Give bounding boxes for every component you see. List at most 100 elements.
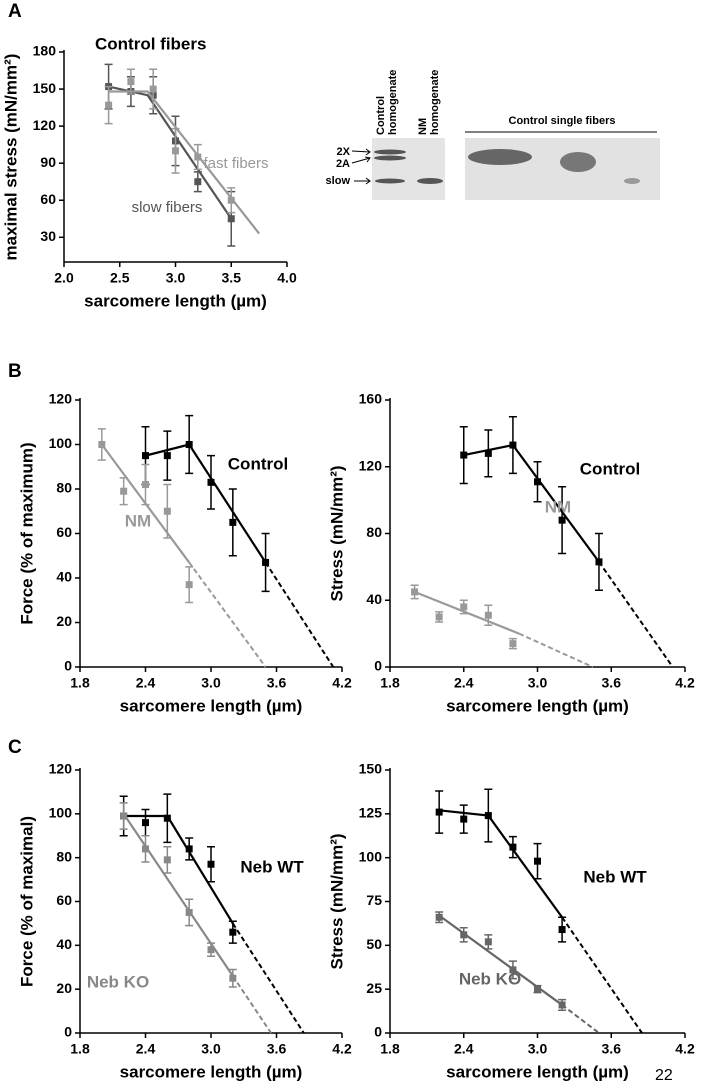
- panel-label: C: [8, 737, 22, 758]
- fit-line: [108, 85, 233, 220]
- y-tick-label: 0: [64, 1024, 72, 1040]
- data-point: [98, 441, 106, 448]
- x-tick-label: 3.0: [528, 1041, 548, 1057]
- data-point: [509, 441, 517, 449]
- fit-line: [438, 914, 563, 1006]
- series-label: Neb KO: [87, 972, 149, 991]
- data-point: [120, 812, 128, 820]
- band: [624, 178, 640, 184]
- data-point: [534, 985, 541, 993]
- x-tick-label: 1.8: [380, 1041, 400, 1057]
- x-tick-label: 4.2: [675, 1041, 695, 1057]
- data-point: [163, 814, 171, 822]
- data-point: [484, 611, 492, 619]
- band: [417, 178, 443, 184]
- y-axis-label: Stress (mN/mm²): [327, 833, 346, 969]
- x-tick-label: 2.4: [454, 1041, 474, 1057]
- y-tick-label: 40: [56, 569, 72, 585]
- x-tick-label: 2.4: [454, 675, 474, 691]
- y-tick-label: 90: [40, 154, 56, 170]
- data-point: [163, 507, 171, 515]
- data-point: [411, 588, 419, 596]
- x-tick-label: 3.0: [201, 675, 221, 691]
- y-tick-label: 20: [56, 613, 72, 629]
- y-tick-label: 120: [359, 457, 383, 473]
- panel-label: A: [8, 1, 22, 22]
- data-point: [185, 845, 193, 853]
- data-point: [558, 1001, 566, 1009]
- extrapolation-line: [188, 561, 267, 668]
- data-point: [534, 857, 541, 865]
- x-tick-label: 3.0: [201, 1041, 221, 1057]
- y-axis-label: Stress (mN/mm²): [327, 465, 346, 601]
- y-tick-label: 100: [49, 805, 73, 821]
- lane-label: homogenate: [429, 70, 441, 135]
- y-tick-label: 60: [56, 892, 72, 908]
- series-label: Neb WT: [240, 857, 304, 876]
- y-tick-label: 80: [56, 480, 72, 496]
- fit-line: [108, 90, 260, 235]
- data-point: [484, 938, 492, 946]
- data-point: [194, 153, 202, 161]
- y-tick-label: 20: [56, 980, 72, 996]
- data-point: [509, 966, 517, 974]
- x-tick-label: 4.0: [277, 270, 297, 286]
- data-point: [142, 452, 149, 460]
- x-tick-label: 1.8: [380, 675, 400, 691]
- fit-line: [414, 590, 520, 635]
- x-tick-label: 3.0: [166, 270, 186, 286]
- fit-line: [122, 813, 234, 977]
- data-point: [460, 603, 468, 611]
- y-tick-label: 180: [33, 43, 57, 59]
- data-point: [227, 196, 235, 204]
- band: [375, 178, 405, 184]
- y-tick-label: 60: [40, 191, 56, 207]
- x-tick-label: 3.5: [222, 270, 242, 286]
- data-point: [207, 860, 215, 868]
- series-label: Control: [228, 454, 288, 473]
- x-tick-label: 2.5: [110, 270, 130, 286]
- y-tick-label: 125: [359, 805, 383, 821]
- x-tick-label: 3.6: [602, 1041, 622, 1057]
- data-point: [163, 452, 171, 460]
- fit-line: [439, 809, 563, 918]
- x-tick-label: 3.0: [528, 675, 548, 691]
- band-label: slow: [326, 175, 351, 187]
- fit-line: [123, 814, 234, 924]
- gel-bands: [374, 149, 640, 184]
- x-axis-label: sarcomere length (µm): [446, 696, 629, 715]
- extrapolation-line: [561, 1004, 600, 1034]
- band: [374, 149, 406, 155]
- data-point: [484, 812, 492, 820]
- x-tick-label: 4.2: [675, 675, 695, 691]
- data-point: [595, 558, 603, 566]
- data-point: [127, 78, 135, 86]
- data-point: [460, 931, 468, 939]
- y-tick-label: 100: [359, 848, 383, 864]
- x-tick-label: 1.8: [70, 1041, 90, 1057]
- arrow: [351, 148, 371, 156]
- data-point: [172, 147, 179, 155]
- arrow: [351, 156, 371, 164]
- data-point: [229, 518, 237, 526]
- y-axis-label: Force (% of maximum): [17, 442, 36, 624]
- data-point: [207, 946, 215, 954]
- data-point: [558, 516, 566, 524]
- panel-label: B: [8, 361, 22, 382]
- y-axis-label: maximal stress (mN/mm²): [1, 54, 20, 261]
- gel-image: [372, 138, 445, 200]
- gel-image: [465, 138, 660, 200]
- lane-label: homogenate: [387, 70, 399, 135]
- x-tick-label: 1.8: [70, 675, 90, 691]
- x-tick-label: 2.4: [136, 1041, 156, 1057]
- band-label: 2X: [337, 146, 351, 158]
- series-label: NM: [125, 511, 151, 530]
- data-point: [185, 441, 193, 448]
- x-tick-label: 4.2: [332, 1041, 352, 1057]
- data-point: [435, 808, 443, 816]
- data-point: [142, 819, 149, 827]
- data-point: [435, 613, 443, 621]
- data-point: [142, 845, 149, 853]
- data-point: [105, 101, 113, 109]
- y-tick-label: 0: [374, 658, 382, 674]
